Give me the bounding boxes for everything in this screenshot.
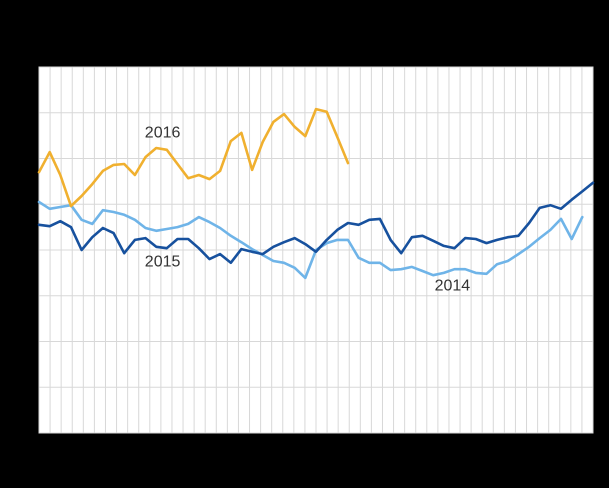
- series-label-2016: 2016: [145, 125, 181, 142]
- series-line-2016: [37, 107, 350, 208]
- gridlines: [39, 67, 593, 433]
- series-line-2014: [37, 200, 584, 280]
- series-line-2015: [37, 181, 595, 265]
- series-label-2014: 2014: [435, 278, 471, 295]
- series-label-2015: 2015: [145, 254, 181, 271]
